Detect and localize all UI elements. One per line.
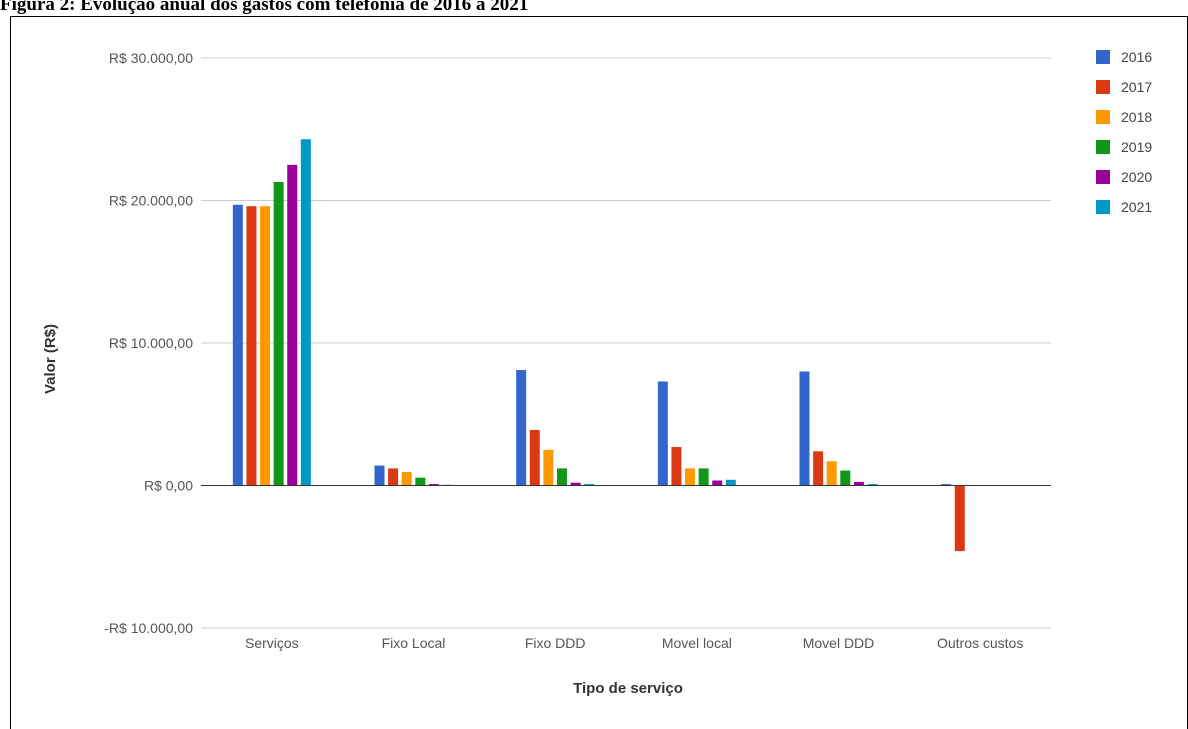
gridlines (201, 57, 1051, 629)
bar-2021-movel-ddd[interactable] (867, 484, 878, 486)
legend-item-2016[interactable]: 2016 (1096, 49, 1152, 65)
bar-2018-movel-ddd[interactable] (826, 461, 837, 486)
x-axis-title: Tipo de serviço (573, 680, 683, 697)
y-tick-label: R$ 0,00 (144, 478, 193, 494)
chart-frame: -R$ 10.000,00 R$ 0,00 R$ 10.000,00 R$ 20.00… (10, 16, 1188, 729)
bar-2019-movel-ddd[interactable] (840, 470, 851, 486)
bar-2016-serviços[interactable] (232, 204, 243, 486)
bar-2016-fixo-local[interactable] (374, 465, 385, 486)
legend-label: 2016 (1121, 49, 1152, 65)
bar-2021-serviços[interactable] (300, 139, 311, 486)
bar-2017-fixo-ddd[interactable] (529, 429, 540, 486)
y-tick-label: R$ 20.000,00 (109, 193, 193, 209)
bar-2017-outros-custos[interactable] (954, 485, 965, 552)
bar-2016-movel-local[interactable] (657, 381, 668, 486)
x-axis-ticks: Serviços Fixo Local Fixo DDD Movel local Mov… (245, 635, 1023, 651)
y-tick-label: R$ 30.000,00 (109, 50, 193, 66)
bar-2019-movel-local[interactable] (698, 468, 709, 486)
figure-title: Figura 2: Evolução anual dos gastos com … (0, 0, 529, 15)
bar-2021-fixo-ddd[interactable] (584, 484, 595, 486)
y-axis-title: Valor (R$) (42, 324, 59, 394)
legend-item-2017[interactable]: 2017 (1096, 79, 1152, 95)
legend-label: 2021 (1121, 199, 1152, 215)
bar-2019-fixo-ddd[interactable] (556, 468, 567, 486)
bar-2020-serviços[interactable] (287, 164, 298, 486)
legend-swatch (1096, 200, 1110, 214)
bar-chart: -R$ 10.000,00 R$ 0,00 R$ 10.000,00 R$ 20.00… (42, 49, 1152, 697)
bar-2019-serviços[interactable] (273, 181, 284, 486)
bar-2020-fixo-local[interactable] (428, 484, 439, 486)
bar-2017-movel-ddd[interactable] (813, 451, 824, 486)
bar-2018-movel-local[interactable] (685, 468, 696, 486)
bar-2017-serviços[interactable] (246, 206, 257, 486)
legend-label: 2019 (1121, 139, 1152, 155)
bar-2018-serviços[interactable] (260, 206, 271, 486)
bars (232, 139, 965, 552)
legend-label: 2020 (1121, 169, 1152, 185)
bar-2020-fixo-ddd[interactable] (570, 482, 581, 486)
legend-swatch (1096, 170, 1110, 184)
bar-2021-movel-local[interactable] (725, 479, 736, 486)
bar-2020-movel-local[interactable] (712, 480, 723, 486)
x-tick-label: Fixo DDD (525, 635, 586, 651)
legend: 2016 2017 2018 2019 2020 2021 (1096, 49, 1152, 215)
y-tick-label: R$ 10.000,00 (109, 335, 193, 351)
legend-item-2021[interactable]: 2021 (1096, 199, 1152, 215)
legend-item-2018[interactable]: 2018 (1096, 109, 1152, 125)
y-axis-ticks: -R$ 10.000,00 R$ 0,00 R$ 10.000,00 R$ 20.00… (104, 50, 193, 636)
bar-2020-movel-ddd[interactable] (853, 481, 864, 486)
legend-label: 2017 (1121, 79, 1152, 95)
legend-label: 2018 (1121, 109, 1152, 125)
legend-swatch (1096, 80, 1110, 94)
bar-2018-fixo-local[interactable] (401, 471, 412, 486)
bar-2016-outros-custos[interactable] (941, 484, 952, 486)
legend-item-2020[interactable]: 2020 (1096, 169, 1152, 185)
bar-2017-movel-local[interactable] (671, 447, 682, 486)
x-tick-label: Movel DDD (803, 635, 875, 651)
legend-item-2019[interactable]: 2019 (1096, 139, 1152, 155)
legend-swatch (1096, 140, 1110, 154)
bar-2017-fixo-local[interactable] (388, 468, 399, 486)
x-tick-label: Serviços (245, 635, 299, 651)
x-tick-label: Movel local (662, 635, 732, 651)
bar-2016-movel-ddd[interactable] (799, 371, 810, 486)
y-tick-label: -R$ 10.000,00 (104, 620, 193, 636)
bar-2016-fixo-ddd[interactable] (516, 370, 527, 486)
bar-2018-fixo-ddd[interactable] (543, 449, 554, 486)
bar-2019-fixo-local[interactable] (415, 477, 426, 486)
x-tick-label: Outros custos (937, 635, 1023, 651)
legend-swatch (1096, 50, 1110, 64)
legend-swatch (1096, 110, 1110, 124)
x-tick-label: Fixo Local (382, 635, 446, 651)
